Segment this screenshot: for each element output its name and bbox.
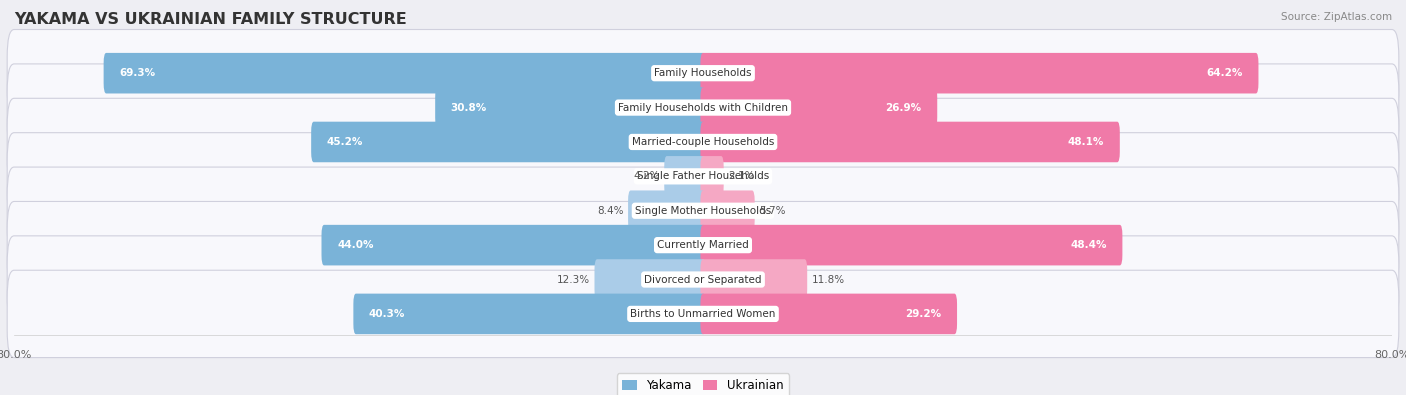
Text: Family Households: Family Households	[654, 68, 752, 78]
Text: Births to Unmarried Women: Births to Unmarried Women	[630, 309, 776, 319]
FancyBboxPatch shape	[104, 53, 706, 94]
Text: 26.9%: 26.9%	[886, 103, 922, 113]
FancyBboxPatch shape	[700, 156, 724, 197]
FancyBboxPatch shape	[700, 53, 1258, 94]
FancyBboxPatch shape	[700, 225, 1122, 265]
Text: Source: ZipAtlas.com: Source: ZipAtlas.com	[1281, 12, 1392, 22]
Text: Married-couple Households: Married-couple Households	[631, 137, 775, 147]
Text: 30.8%: 30.8%	[451, 103, 486, 113]
Text: 45.2%: 45.2%	[326, 137, 363, 147]
FancyBboxPatch shape	[628, 190, 706, 231]
Text: 5.7%: 5.7%	[759, 206, 786, 216]
Legend: Yakama, Ukrainian: Yakama, Ukrainian	[617, 373, 789, 395]
FancyBboxPatch shape	[7, 98, 1399, 186]
FancyBboxPatch shape	[7, 64, 1399, 151]
Text: 48.4%: 48.4%	[1070, 240, 1107, 250]
Text: 48.1%: 48.1%	[1069, 137, 1104, 147]
Text: 12.3%: 12.3%	[557, 275, 591, 284]
Text: 69.3%: 69.3%	[120, 68, 155, 78]
FancyBboxPatch shape	[322, 225, 706, 265]
Text: 29.2%: 29.2%	[905, 309, 942, 319]
Text: 2.1%: 2.1%	[728, 171, 755, 181]
FancyBboxPatch shape	[700, 122, 1119, 162]
Text: YAKAMA VS UKRAINIAN FAMILY STRUCTURE: YAKAMA VS UKRAINIAN FAMILY STRUCTURE	[14, 12, 406, 27]
Text: 11.8%: 11.8%	[811, 275, 845, 284]
Text: 44.0%: 44.0%	[337, 240, 374, 250]
FancyBboxPatch shape	[353, 293, 706, 334]
FancyBboxPatch shape	[7, 236, 1399, 323]
Text: 4.2%: 4.2%	[634, 171, 659, 181]
Text: 64.2%: 64.2%	[1206, 68, 1243, 78]
Text: 40.3%: 40.3%	[368, 309, 405, 319]
FancyBboxPatch shape	[311, 122, 706, 162]
FancyBboxPatch shape	[7, 133, 1399, 220]
FancyBboxPatch shape	[7, 270, 1399, 357]
FancyBboxPatch shape	[436, 87, 706, 128]
FancyBboxPatch shape	[700, 293, 957, 334]
FancyBboxPatch shape	[664, 156, 706, 197]
FancyBboxPatch shape	[700, 190, 755, 231]
FancyBboxPatch shape	[700, 259, 807, 300]
FancyBboxPatch shape	[595, 259, 706, 300]
Text: Family Households with Children: Family Households with Children	[619, 103, 787, 113]
FancyBboxPatch shape	[700, 87, 938, 128]
Text: 8.4%: 8.4%	[598, 206, 624, 216]
FancyBboxPatch shape	[7, 167, 1399, 254]
Text: Divorced or Separated: Divorced or Separated	[644, 275, 762, 284]
FancyBboxPatch shape	[7, 201, 1399, 289]
FancyBboxPatch shape	[7, 30, 1399, 117]
Text: Currently Married: Currently Married	[657, 240, 749, 250]
Text: Single Father Households: Single Father Households	[637, 171, 769, 181]
Text: Single Mother Households: Single Mother Households	[636, 206, 770, 216]
